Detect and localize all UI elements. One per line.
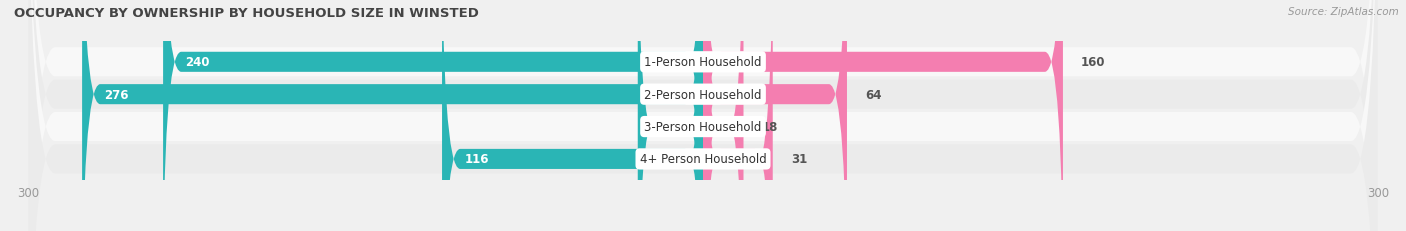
Text: 29: 29 xyxy=(661,121,676,134)
FancyBboxPatch shape xyxy=(703,0,773,231)
FancyBboxPatch shape xyxy=(82,0,703,231)
FancyBboxPatch shape xyxy=(28,0,1378,231)
Text: 1-Person Household: 1-Person Household xyxy=(644,56,762,69)
FancyBboxPatch shape xyxy=(28,0,1378,231)
Text: 160: 160 xyxy=(1081,56,1105,69)
FancyBboxPatch shape xyxy=(638,0,703,231)
Text: 2-Person Household: 2-Person Household xyxy=(644,88,762,101)
Text: 4+ Person Household: 4+ Person Household xyxy=(640,153,766,166)
Text: 116: 116 xyxy=(464,153,489,166)
Text: 18: 18 xyxy=(762,121,778,134)
FancyBboxPatch shape xyxy=(703,0,1063,231)
Text: 240: 240 xyxy=(186,56,209,69)
FancyBboxPatch shape xyxy=(28,0,1378,231)
FancyBboxPatch shape xyxy=(441,0,703,231)
Text: 31: 31 xyxy=(790,153,807,166)
FancyBboxPatch shape xyxy=(703,0,744,231)
Text: 3-Person Household: 3-Person Household xyxy=(644,121,762,134)
Text: OCCUPANCY BY OWNERSHIP BY HOUSEHOLD SIZE IN WINSTED: OCCUPANCY BY OWNERSHIP BY HOUSEHOLD SIZE… xyxy=(14,7,479,20)
FancyBboxPatch shape xyxy=(163,0,703,231)
FancyBboxPatch shape xyxy=(28,0,1378,231)
Text: 276: 276 xyxy=(104,88,129,101)
FancyBboxPatch shape xyxy=(703,0,846,231)
Text: 64: 64 xyxy=(865,88,882,101)
Text: Source: ZipAtlas.com: Source: ZipAtlas.com xyxy=(1288,7,1399,17)
